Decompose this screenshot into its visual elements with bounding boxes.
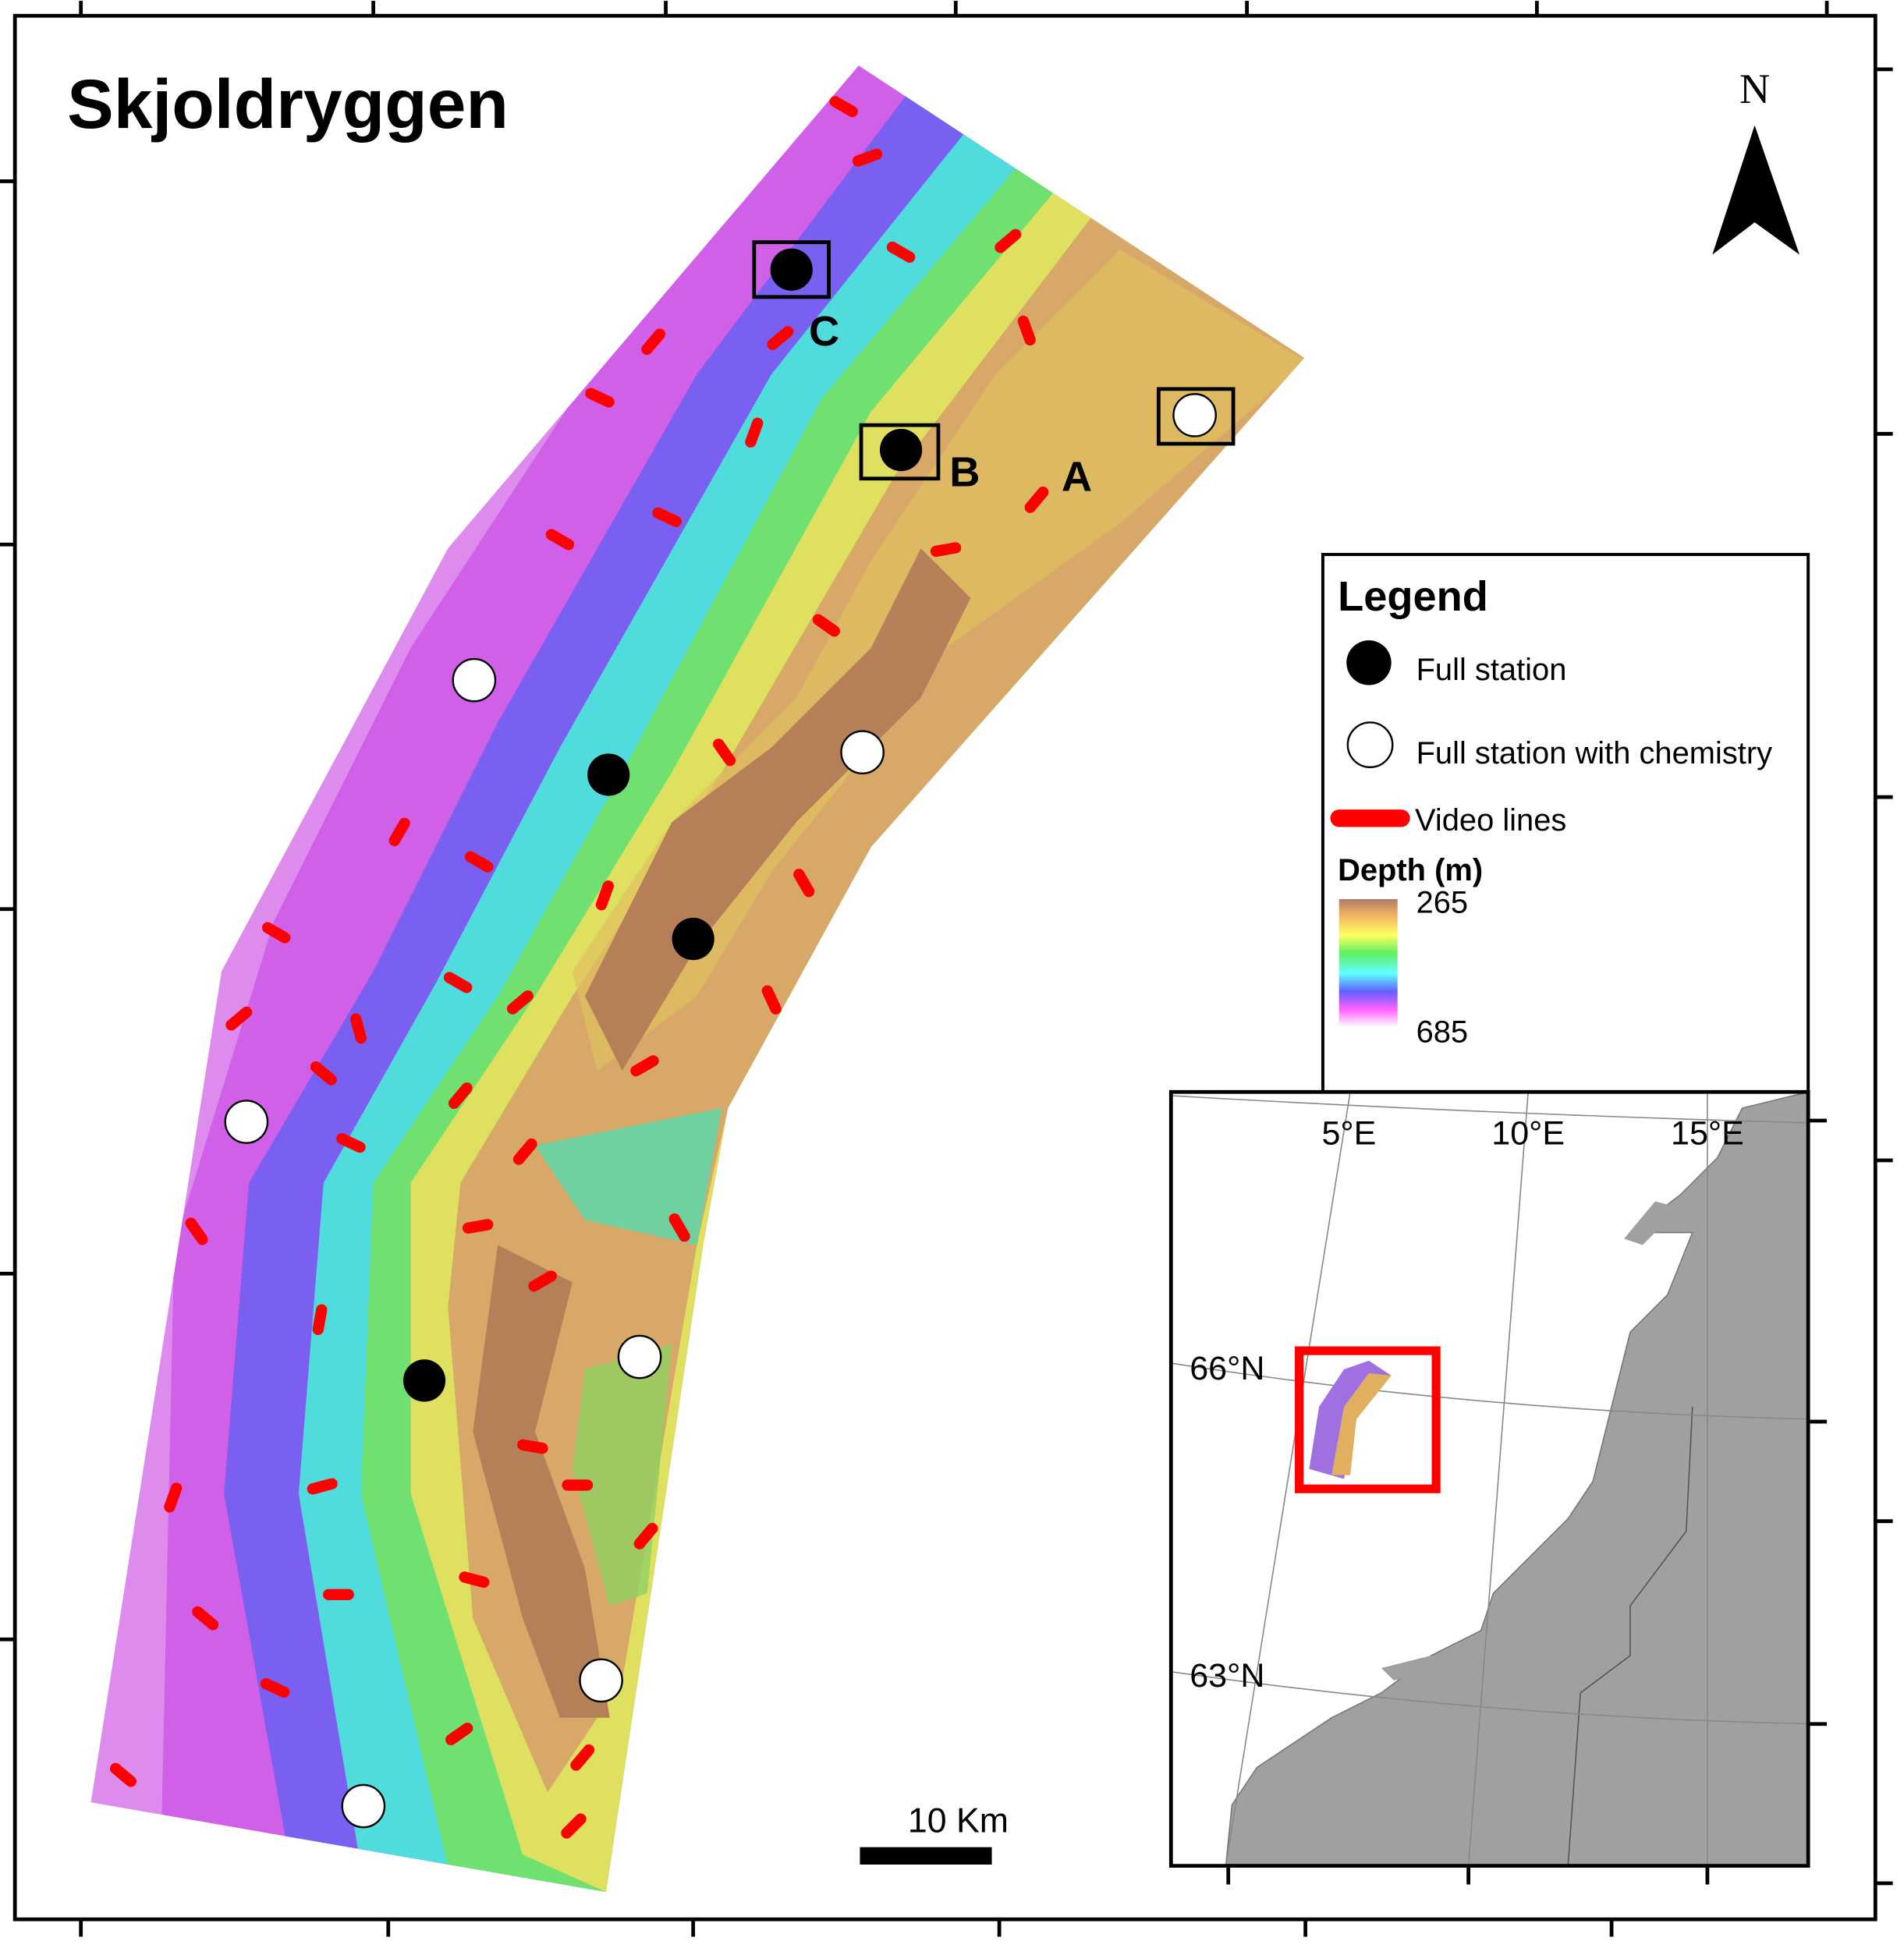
video-line — [307, 1478, 338, 1495]
video-line — [761, 985, 782, 1015]
video-line — [462, 1219, 494, 1234]
scale-bar-label: 10 Km — [908, 1802, 1009, 1840]
video-line — [517, 1439, 548, 1454]
full-station-with-chemistry — [452, 657, 497, 703]
video-line — [633, 1522, 658, 1549]
full-station — [587, 753, 630, 796]
lat-label-63n: 63°N — [1190, 1657, 1264, 1695]
lon-label-15e: 15°E — [1671, 1114, 1744, 1152]
video-line — [1017, 315, 1036, 346]
video-line — [443, 972, 473, 993]
site-label-c: C — [809, 308, 839, 355]
video-line — [595, 880, 614, 911]
lat-label-66n: 66°N — [1190, 1350, 1264, 1387]
video-line — [310, 1061, 337, 1086]
site-box-a — [1156, 387, 1236, 446]
legend: Legend Full station Full station with ch… — [1321, 553, 1810, 1104]
full-station — [770, 248, 813, 291]
map-title: Skjoldryggen — [67, 65, 509, 143]
depth-title: Depth (m) — [1338, 853, 1483, 887]
inset-study-area-box — [1295, 1346, 1441, 1493]
full-station-with-chemistry — [840, 730, 885, 775]
video-line — [641, 328, 665, 356]
video-line — [630, 1055, 659, 1077]
video-line — [445, 1723, 473, 1746]
video-line — [545, 529, 575, 551]
lon-label-10e: 10°E — [1491, 1114, 1565, 1152]
video-line — [886, 241, 916, 263]
video-line — [388, 817, 410, 847]
video-line — [793, 869, 815, 898]
video-line — [260, 1677, 290, 1698]
full-station — [402, 1359, 446, 1402]
video-line — [1024, 486, 1049, 513]
video-line — [930, 542, 962, 558]
video-line — [185, 1217, 208, 1245]
site-label-b: B — [949, 448, 980, 495]
legend-title: Legend — [1338, 573, 1488, 620]
bathymetry-raster — [90, 66, 1305, 1893]
legend-box — [1321, 553, 1810, 1104]
video-line — [225, 1006, 253, 1031]
north-label: N — [1739, 66, 1770, 112]
video-line — [829, 96, 858, 118]
video-line — [109, 1762, 137, 1787]
video-line — [528, 1270, 557, 1292]
video-line — [192, 1606, 219, 1631]
legend-label-full-station: Full station — [1416, 653, 1567, 687]
video-line — [585, 388, 615, 408]
video-line — [767, 326, 794, 350]
video-line — [561, 1813, 587, 1839]
video-line — [995, 228, 1022, 253]
full-station-with-chemistry — [617, 1334, 662, 1379]
depth-max-label: 685 — [1416, 1015, 1469, 1049]
video-line — [349, 1013, 367, 1044]
video-line — [312, 1304, 328, 1335]
video-line — [512, 1138, 537, 1165]
full-station — [879, 428, 923, 472]
site-box-b — [859, 423, 941, 481]
site-label-a: A — [1062, 454, 1092, 501]
inset-map: 5°E 10°E 15°E 66°N 63°N — [1168, 1089, 1810, 1868]
depth-min-label: 265 — [1416, 886, 1469, 920]
full-station — [672, 917, 714, 961]
video-line — [336, 1133, 366, 1153]
scale-bar: 10 Km — [860, 1802, 1009, 1865]
north-arrow-icon: N — [1712, 66, 1799, 255]
full-station-symbol — [1346, 640, 1392, 685]
full-station-chemistry-symbol — [1346, 721, 1394, 769]
video-line — [668, 1213, 690, 1242]
stations-layer — [224, 248, 1217, 1829]
site-box-c — [752, 240, 831, 299]
video-line — [652, 507, 682, 527]
video-line — [261, 922, 291, 944]
legend-label-video-lines: Video lines — [1415, 803, 1566, 838]
video-line — [459, 1571, 490, 1588]
legend-label-full-station-chemistry: Full station with chemistry — [1416, 736, 1773, 770]
video-line — [506, 990, 534, 1015]
inset-frame — [1168, 1089, 1810, 1868]
full-station-with-chemistry — [579, 1658, 623, 1703]
video-line — [570, 1744, 595, 1771]
video-lines-layer — [109, 96, 1049, 1839]
lon-label-5e: 5°E — [1321, 1114, 1376, 1152]
full-station-with-chemistry — [224, 1100, 269, 1144]
full-station-with-chemistry — [1172, 393, 1217, 437]
video-line — [852, 148, 883, 167]
video-line — [812, 614, 840, 637]
video-line — [713, 738, 736, 767]
video-line — [448, 1082, 473, 1110]
video-line — [465, 851, 494, 873]
video-line — [745, 417, 764, 448]
depth-colorbar — [1338, 898, 1398, 1028]
full-station-with-chemistry — [341, 1783, 386, 1829]
video-line — [164, 1482, 183, 1513]
